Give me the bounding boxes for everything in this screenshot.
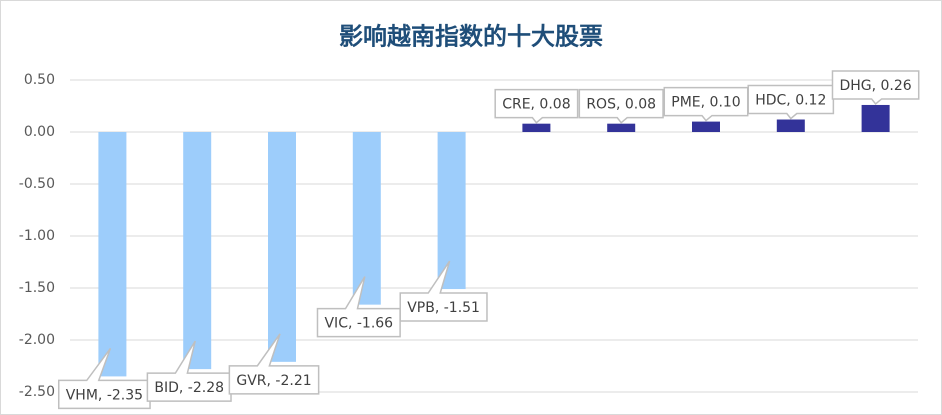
bar bbox=[268, 132, 296, 362]
value-label: BID, -2.28 bbox=[154, 380, 224, 396]
data-label: ROS, 0.08 bbox=[578, 88, 664, 124]
bar bbox=[352, 132, 381, 305]
label-box bbox=[316, 276, 401, 338]
data-label: BID, -2.28 bbox=[146, 340, 232, 402]
y-tick-label: 0.00 bbox=[24, 124, 55, 140]
value-label: VIC, -1.66 bbox=[324, 316, 393, 332]
data-label: VPB, -1.51 bbox=[399, 260, 488, 322]
data-label: VHM, -2.35 bbox=[57, 347, 151, 410]
data-label: CRE, 0.08 bbox=[494, 88, 579, 124]
bar bbox=[437, 132, 466, 290]
data-label: HDC, 0.12 bbox=[747, 84, 835, 120]
value-label: DHG, 0.26 bbox=[839, 78, 911, 94]
data-label: PME, 0.10 bbox=[663, 86, 749, 122]
y-tick-label: -0.50 bbox=[19, 176, 55, 192]
bar bbox=[98, 132, 127, 377]
bar bbox=[776, 119, 805, 132]
value-label: VHM, -2.35 bbox=[66, 387, 143, 403]
data-label: DHG, 0.26 bbox=[831, 70, 920, 106]
data-label: VIC, -1.66 bbox=[316, 276, 401, 338]
value-label: CRE, 0.08 bbox=[502, 97, 570, 113]
bar bbox=[692, 121, 720, 132]
y-tick-label: -1.00 bbox=[19, 228, 55, 244]
bar bbox=[522, 123, 551, 132]
label-box bbox=[494, 88, 579, 124]
label-box bbox=[578, 88, 664, 124]
chart-title: 影响越南指数的十大股票 bbox=[339, 22, 603, 51]
bar bbox=[607, 123, 636, 132]
value-label: ROS, 0.08 bbox=[586, 97, 656, 113]
bar bbox=[183, 132, 212, 370]
label-box bbox=[146, 340, 232, 402]
value-label: HDC, 0.12 bbox=[755, 93, 826, 109]
value-label: PME, 0.10 bbox=[671, 95, 740, 111]
bar bbox=[861, 104, 890, 132]
y-tick-label: -1.50 bbox=[19, 280, 55, 296]
value-label: VPB, -1.51 bbox=[407, 300, 480, 316]
y-tick-label: -2.00 bbox=[19, 332, 55, 348]
label-box bbox=[57, 347, 151, 410]
label-box bbox=[399, 260, 488, 322]
label-box bbox=[831, 70, 920, 106]
y-tick-label: -2.50 bbox=[19, 384, 55, 400]
data-label: GVR, -2.21 bbox=[228, 333, 320, 395]
label-box bbox=[228, 333, 320, 395]
value-label: GVR, -2.21 bbox=[236, 373, 311, 389]
y-tick-label: 0.50 bbox=[24, 72, 55, 88]
